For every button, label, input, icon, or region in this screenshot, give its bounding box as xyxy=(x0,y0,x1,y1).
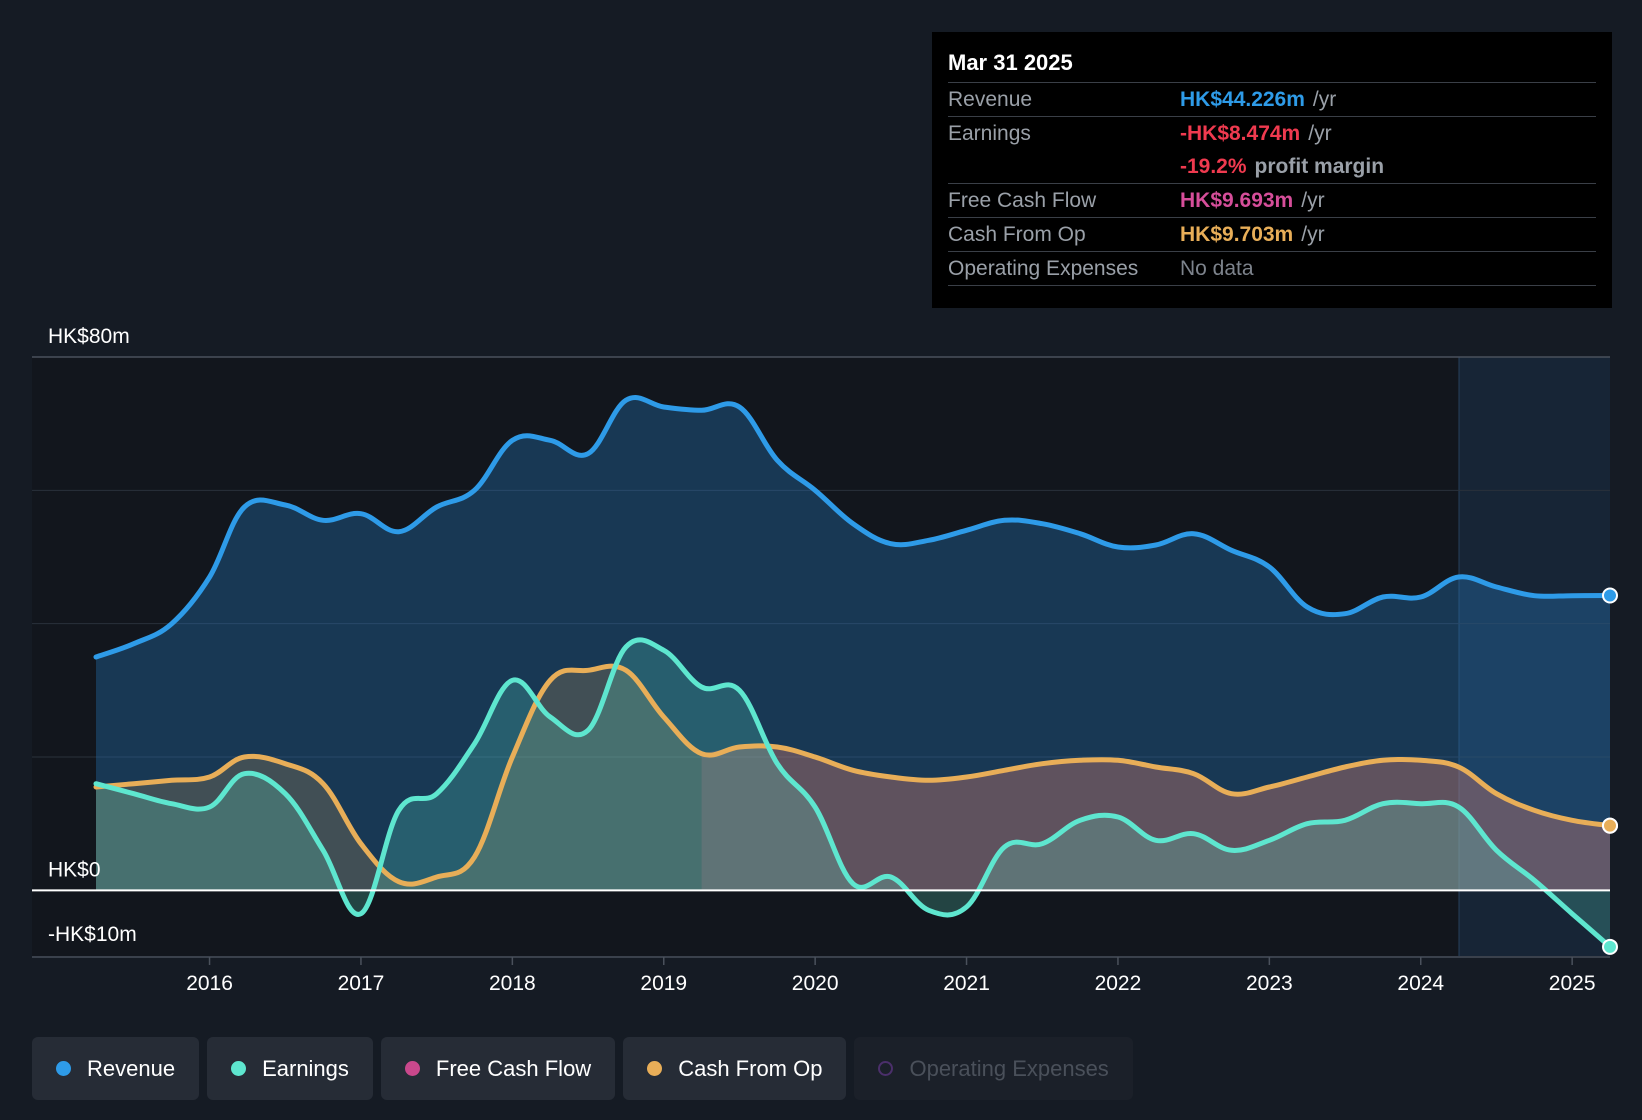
forecast-region xyxy=(1459,357,1610,957)
cash-from-op-area xyxy=(96,666,1610,891)
x-tick-label: 2024 xyxy=(1397,972,1444,995)
legend: Revenue Earnings Free Cash Flow Cash Fro… xyxy=(32,1037,1141,1100)
tooltip-row-operating-expenses: Operating Expenses No data xyxy=(948,252,1596,286)
tooltip-unit: /yr xyxy=(1312,88,1337,111)
tooltip-label: Operating Expenses xyxy=(948,257,1139,280)
tooltip-unit: profit margin xyxy=(1254,155,1385,178)
tooltip-row-free-cash-flow: Free Cash Flow HK$9.693m /yr xyxy=(948,184,1596,218)
series-endpoints xyxy=(1602,587,1618,955)
legend-label: Free Cash Flow xyxy=(435,1055,592,1081)
earnings-endpoint xyxy=(1602,938,1618,955)
revenue-endpoint xyxy=(1602,587,1618,604)
cash-from-op-line xyxy=(93,663,1613,887)
tooltip-row-profit-margin: -19.2% profit margin xyxy=(948,150,1596,184)
legend-free-cash-flow[interactable]: Free Cash Flow xyxy=(380,1037,616,1100)
tooltip-value: HK$44.226m xyxy=(1180,88,1305,111)
earnings-area xyxy=(96,639,1610,947)
legend-label: Revenue xyxy=(87,1055,176,1081)
legend-revenue[interactable]: Revenue xyxy=(32,1037,200,1100)
tooltip-label: Free Cash Flow xyxy=(948,189,1097,212)
free-cash-flow-dot-icon xyxy=(404,1061,420,1076)
tooltip-panel: Mar 31 2025 Revenue HK$44.226m /yr Earni… xyxy=(932,32,1612,308)
tooltip-row-earnings: Earnings -HK$8.474m /yr xyxy=(948,117,1596,150)
y-tick-label: HK$0 xyxy=(48,858,101,881)
y-axis-labels: HK$80m HK$0 -HK$10m xyxy=(48,325,137,946)
tooltip-row-cash-from-op: Cash From Op HK$9.703m /yr xyxy=(948,218,1596,252)
plot-background xyxy=(32,357,1610,957)
x-tick-label: 2018 xyxy=(489,972,536,995)
legend-label: Operating Expenses xyxy=(909,1055,1109,1081)
tooltip-date: Mar 31 2025 xyxy=(948,46,1596,83)
tooltip-unit: /yr xyxy=(1308,122,1332,145)
legend-earnings[interactable]: Earnings xyxy=(207,1037,373,1100)
x-tick-label: 2021 xyxy=(943,972,990,995)
series-lines xyxy=(93,395,1613,950)
x-tick-label: 2019 xyxy=(640,972,687,995)
earnings-line xyxy=(93,637,1613,950)
tooltip-label xyxy=(948,150,1180,183)
tooltip-value: -HK$8.474m xyxy=(1180,122,1301,145)
x-tick-label: 2025 xyxy=(1549,972,1596,995)
tooltip-row-revenue: Revenue HK$44.226m /yr xyxy=(948,83,1596,117)
revenue-line xyxy=(93,395,1613,660)
cash-from-op-dot-icon xyxy=(647,1061,663,1076)
x-tick-label: 2023 xyxy=(1246,972,1293,995)
y-tick-label: -HK$10m xyxy=(48,923,137,946)
legend-operating-expenses[interactable]: Operating Expenses xyxy=(854,1037,1133,1100)
legend-label: Earnings xyxy=(262,1055,349,1081)
revenue-dot-icon xyxy=(56,1061,71,1076)
x-axis-ticks: 2016 2017 2018 2019 2020 2021 2022 2023 2024 2025 xyxy=(186,957,1596,995)
x-tick-label: 2017 xyxy=(338,972,385,995)
tooltip-label: Earnings xyxy=(948,122,1031,145)
legend-cash-from-op[interactable]: Cash From Op xyxy=(623,1037,847,1100)
tooltip-value: HK$9.703m xyxy=(1180,223,1294,246)
x-tick-label: 2022 xyxy=(1095,972,1142,995)
x-tick-label: 2016 xyxy=(186,972,233,995)
tooltip-label: Cash From Op xyxy=(948,223,1086,246)
earnings-dot-icon xyxy=(231,1061,247,1076)
tooltip-value: -19.2% xyxy=(1180,155,1247,178)
cash-from-op-endpoint xyxy=(1602,817,1618,834)
tooltip-value: HK$9.693m xyxy=(1180,189,1294,212)
legend-label: Cash From Op xyxy=(678,1055,823,1081)
tooltip-unit: /yr xyxy=(1301,223,1325,246)
tooltip-unit: /yr xyxy=(1301,189,1325,212)
revenue-area xyxy=(96,397,1610,891)
tooltip-value: No data xyxy=(1180,257,1254,280)
y-tick-label: HK$80m xyxy=(48,325,130,348)
x-tick-label: 2020 xyxy=(792,972,839,995)
operating-expenses-ring-icon xyxy=(878,1061,894,1076)
tooltip-label: Revenue xyxy=(948,88,1033,111)
